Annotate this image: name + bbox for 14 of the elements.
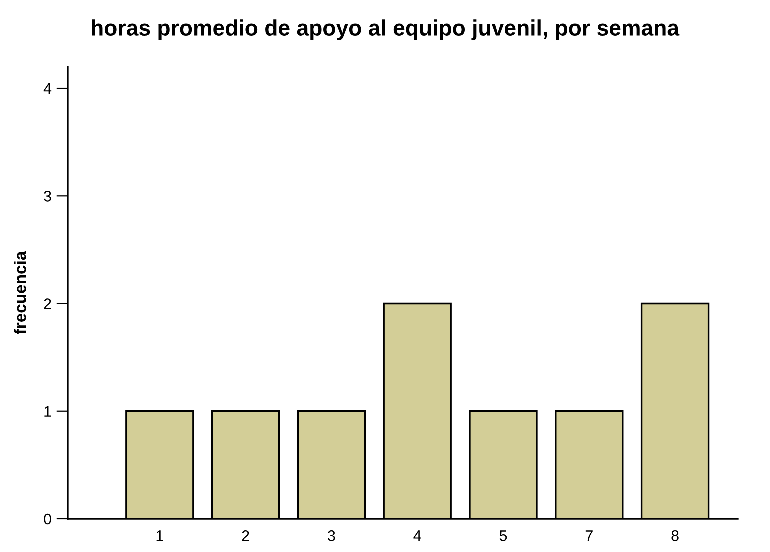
y-tick-label: 3	[44, 191, 52, 202]
x-tick-label: 2	[242, 530, 250, 542]
x-tick-label: 7	[586, 530, 593, 542]
chart-title: horas promedio de apoyo al equipo juvenil, por semana	[92, 20, 680, 40]
x-tick-label: 8	[672, 530, 679, 542]
x-tick-label: 5	[500, 530, 508, 542]
x-tick-label: 3	[328, 530, 336, 542]
y-tick-label: 4	[44, 84, 52, 94]
y-tick-label: 1	[44, 406, 52, 417]
x-tick-label: 1	[156, 530, 164, 542]
y-tick-label: 2	[44, 298, 52, 310]
x-tick-label: 4	[414, 530, 422, 542]
y-tick-label: 0	[44, 514, 52, 525]
y-axis-title: frecuencia	[14, 251, 26, 334]
